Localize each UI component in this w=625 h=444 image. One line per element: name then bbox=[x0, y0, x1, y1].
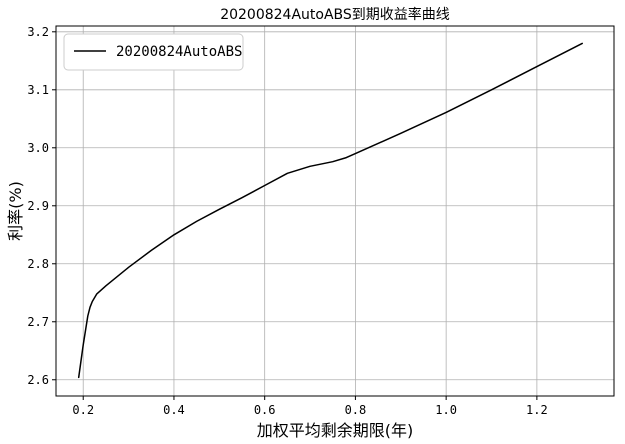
y-tick-label: 2.8 bbox=[27, 257, 49, 271]
legend-box bbox=[63, 33, 244, 71]
x-tick-label: 0.6 bbox=[254, 403, 276, 417]
x-tick-label: 0.8 bbox=[345, 403, 367, 417]
plot-frame bbox=[55, 25, 615, 397]
y-tick-label: 2.6 bbox=[27, 373, 49, 387]
x-tick-label: 1.0 bbox=[435, 403, 457, 417]
grid bbox=[56, 26, 614, 396]
x-axis-label: 加权平均剩余期限(年) bbox=[257, 421, 414, 440]
y-tick-label: 3.2 bbox=[27, 25, 49, 39]
y-tick-label: 3.0 bbox=[27, 141, 49, 155]
y-tick-label: 3.1 bbox=[27, 83, 49, 97]
series-layer bbox=[77, 42, 583, 379]
legend-label: 20200824AutoABS bbox=[116, 44, 242, 60]
y-axis-label: 利率(%) bbox=[6, 181, 25, 241]
series-line bbox=[77, 42, 583, 379]
y-tick-label: 2.9 bbox=[27, 199, 49, 213]
y-axis-ticks: 2.6 2.7 2.8 2.9 3.0 3.1 3.2 bbox=[27, 25, 56, 387]
x-tick-label: 0.4 bbox=[163, 403, 185, 417]
x-tick-label: 0.2 bbox=[72, 403, 94, 417]
y-tick-label: 2.7 bbox=[27, 315, 49, 329]
x-tick-label: 1.2 bbox=[526, 403, 548, 417]
chart-title: 20200824AutoABS到期收益率曲线 bbox=[220, 6, 450, 23]
x-axis-ticks: 0.2 0.4 0.6 0.8 1.0 1.2 bbox=[72, 396, 548, 417]
legend: 20200824AutoABS bbox=[63, 33, 244, 71]
